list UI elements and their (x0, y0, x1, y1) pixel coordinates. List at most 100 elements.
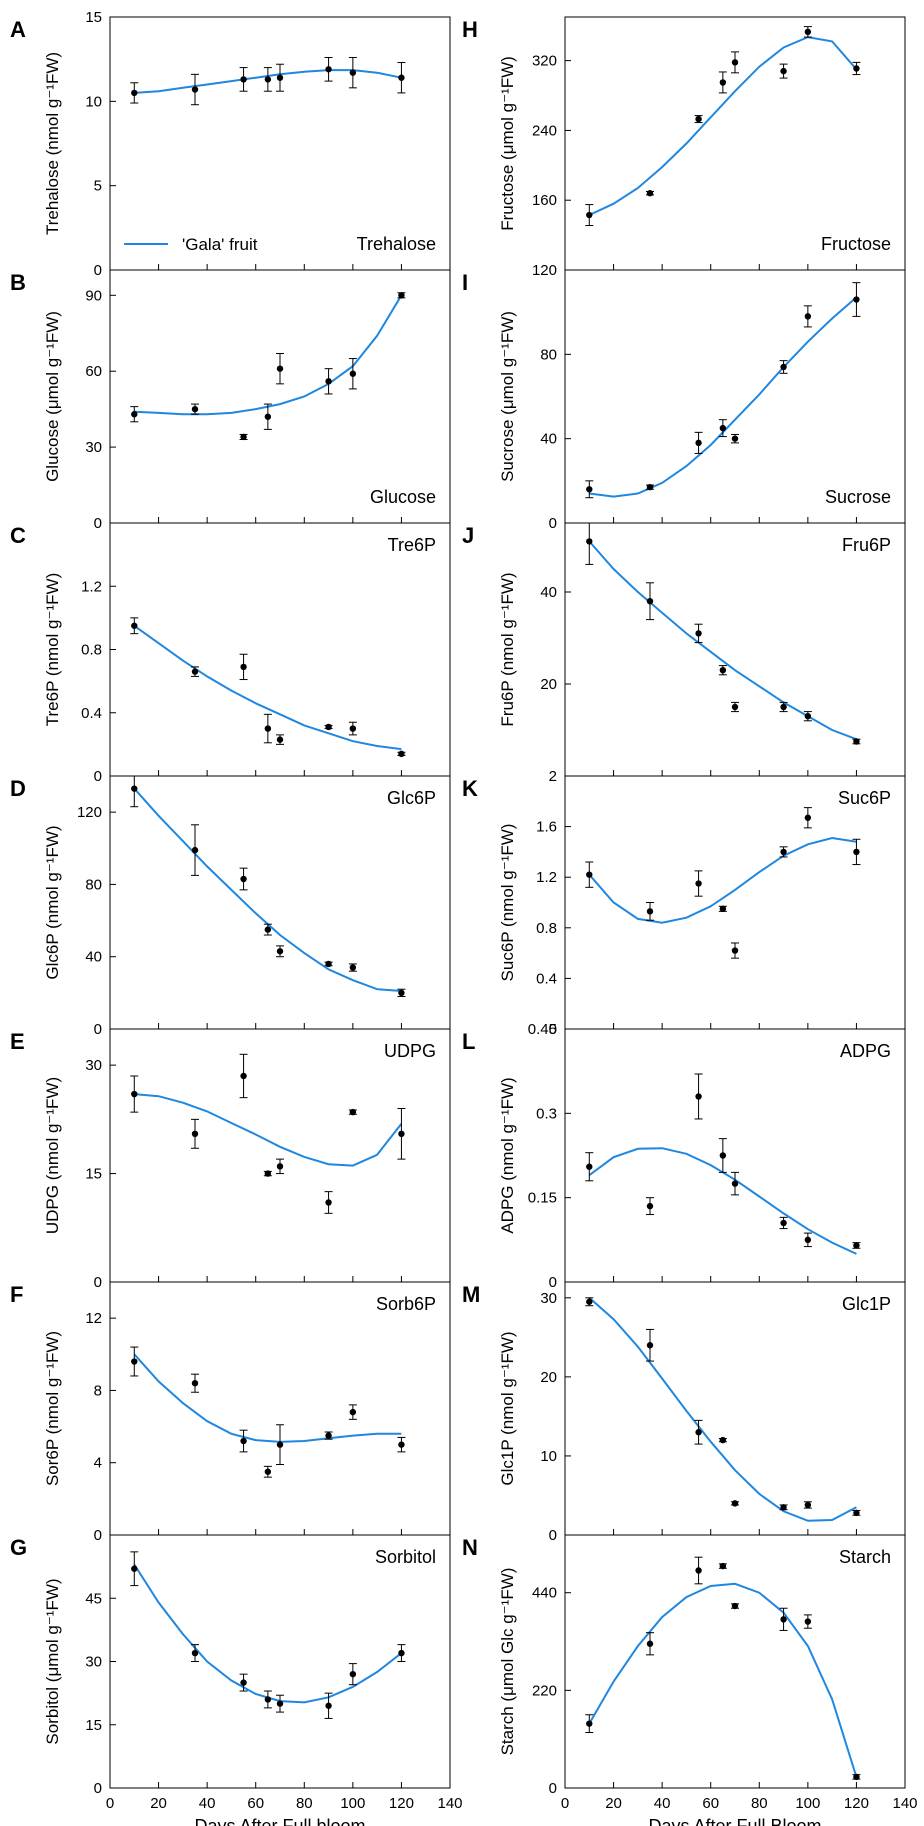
y-tick-label: 20 (540, 676, 557, 693)
y-tick-label: 1.2 (536, 869, 557, 886)
panel-letter: A (10, 17, 26, 42)
y-tick-label: 0 (94, 1527, 102, 1544)
data-point (853, 738, 860, 745)
y-axis-title: UDPG (nmol g⁻¹FW) (43, 1077, 62, 1234)
data-point (646, 1342, 654, 1349)
panel-letter: J (462, 523, 474, 548)
y-tick-label: 0.8 (81, 642, 102, 659)
data-point (264, 1468, 272, 1475)
panel-name: Glc6P (387, 788, 436, 808)
y-tick-label: 30 (85, 1654, 102, 1671)
y-tick-label: 0 (94, 768, 102, 785)
y-tick-label: 0 (94, 515, 102, 532)
data-point (780, 363, 787, 371)
y-tick-label: 30 (85, 1057, 102, 1074)
data-point (646, 483, 654, 491)
panel-frame (109, 16, 451, 271)
data-point (731, 947, 739, 954)
fit-curve (588, 36, 858, 216)
data-point (731, 1602, 739, 1610)
y-tick-label: 0 (94, 1780, 102, 1797)
panel-letter: N (462, 1535, 478, 1560)
y-tick-label: 0.4 (536, 970, 557, 987)
data-point (276, 948, 284, 955)
y-axis-title: Trehalose (nmol g⁻¹FW) (43, 52, 62, 235)
panel-frame (564, 269, 906, 524)
data-point (853, 65, 860, 72)
panel-frame (109, 1281, 451, 1536)
x-tick-label: 100 (795, 1795, 820, 1812)
data-point (349, 725, 357, 732)
y-tick-label: 15 (85, 1166, 102, 1183)
x-tick-label: 80 (296, 1795, 313, 1812)
panel-letter: F (10, 1282, 23, 1307)
data-point (276, 365, 284, 372)
data-point (276, 736, 284, 743)
data-point (719, 79, 727, 86)
data-point (731, 703, 739, 711)
data-point (240, 76, 247, 83)
data-point (240, 663, 247, 671)
panel-name: Sorb6P (376, 1294, 436, 1314)
fit-curve (588, 540, 857, 741)
x-axis-title: Days After Full Bloom (648, 1816, 821, 1826)
data-point (276, 1441, 284, 1448)
data-point (586, 871, 593, 878)
panel-letter: H (462, 17, 478, 42)
fit-curve (134, 294, 403, 416)
fit-curve (133, 787, 402, 992)
data-point (804, 713, 812, 720)
data-point (719, 1436, 727, 1444)
data-point (398, 1441, 405, 1448)
panel-frame (564, 1534, 906, 1789)
data-point (719, 1562, 727, 1570)
panel-letter: L (462, 1029, 475, 1054)
y-tick-label: 1.6 (536, 819, 557, 836)
fit-curve (589, 296, 858, 498)
fit-curve (133, 624, 402, 751)
x-tick-label: 140 (892, 1795, 917, 1812)
panel-G: 0 15 30 45 0 20 40 60 80 100 120 140 Sorbitol (μmol … (10, 1534, 463, 1826)
data-point (853, 1509, 860, 1517)
panel-H: 160 240 320 Fructose (μmol g⁻¹FW) H Fructose (462, 16, 906, 271)
data-point (191, 846, 199, 854)
y-tick-label: 0.8 (536, 920, 557, 937)
panel-letter: I (462, 270, 468, 295)
y-tick-label: 90 (85, 287, 102, 304)
panel-name: Sucrose (825, 487, 891, 507)
data-point (646, 908, 654, 915)
data-point (325, 66, 332, 73)
x-tick-label: 100 (340, 1795, 365, 1812)
data-point (780, 1219, 787, 1227)
y-tick-label: 0.4 (81, 705, 102, 722)
panel-K: 0 0.4 0.8 1.2 1.6 2 Suc6P (nmol g⁻¹FW) K Suc6P (462, 768, 906, 1038)
data-point (853, 848, 860, 856)
fit-curve (133, 1563, 403, 1704)
y-tick-label: 8 (94, 1382, 102, 1399)
panel-frame (564, 1281, 906, 1536)
data-point (398, 1130, 405, 1138)
data-point (804, 814, 812, 821)
data-point (264, 1170, 272, 1177)
panel-name: Starch (839, 1547, 891, 1567)
x-tick-label: 20 (605, 1795, 622, 1812)
data-point (349, 370, 357, 377)
data-point (276, 74, 284, 81)
data-point (131, 89, 138, 97)
data-point (240, 433, 247, 441)
data-point (325, 960, 332, 968)
x-tick-label: 40 (654, 1795, 671, 1812)
data-point (325, 1199, 332, 1206)
data-point (264, 926, 272, 933)
y-tick-label: 320 (532, 53, 557, 70)
y-tick-label: 15 (85, 9, 102, 26)
y-tick-label: 40 (85, 949, 102, 966)
data-point (695, 439, 702, 447)
panel-J: 20 40 Fru6P (nmol g⁻¹FW) J Fru6P (462, 522, 906, 777)
panel-M: 0 10 20 30 Glc1P (nmol g⁻¹FW) M Glc1P (462, 1281, 906, 1544)
x-tick-label: 0 (561, 1795, 569, 1812)
panel-name: Glc1P (842, 1294, 891, 1314)
data-point (398, 1649, 405, 1657)
data-point (131, 785, 138, 792)
